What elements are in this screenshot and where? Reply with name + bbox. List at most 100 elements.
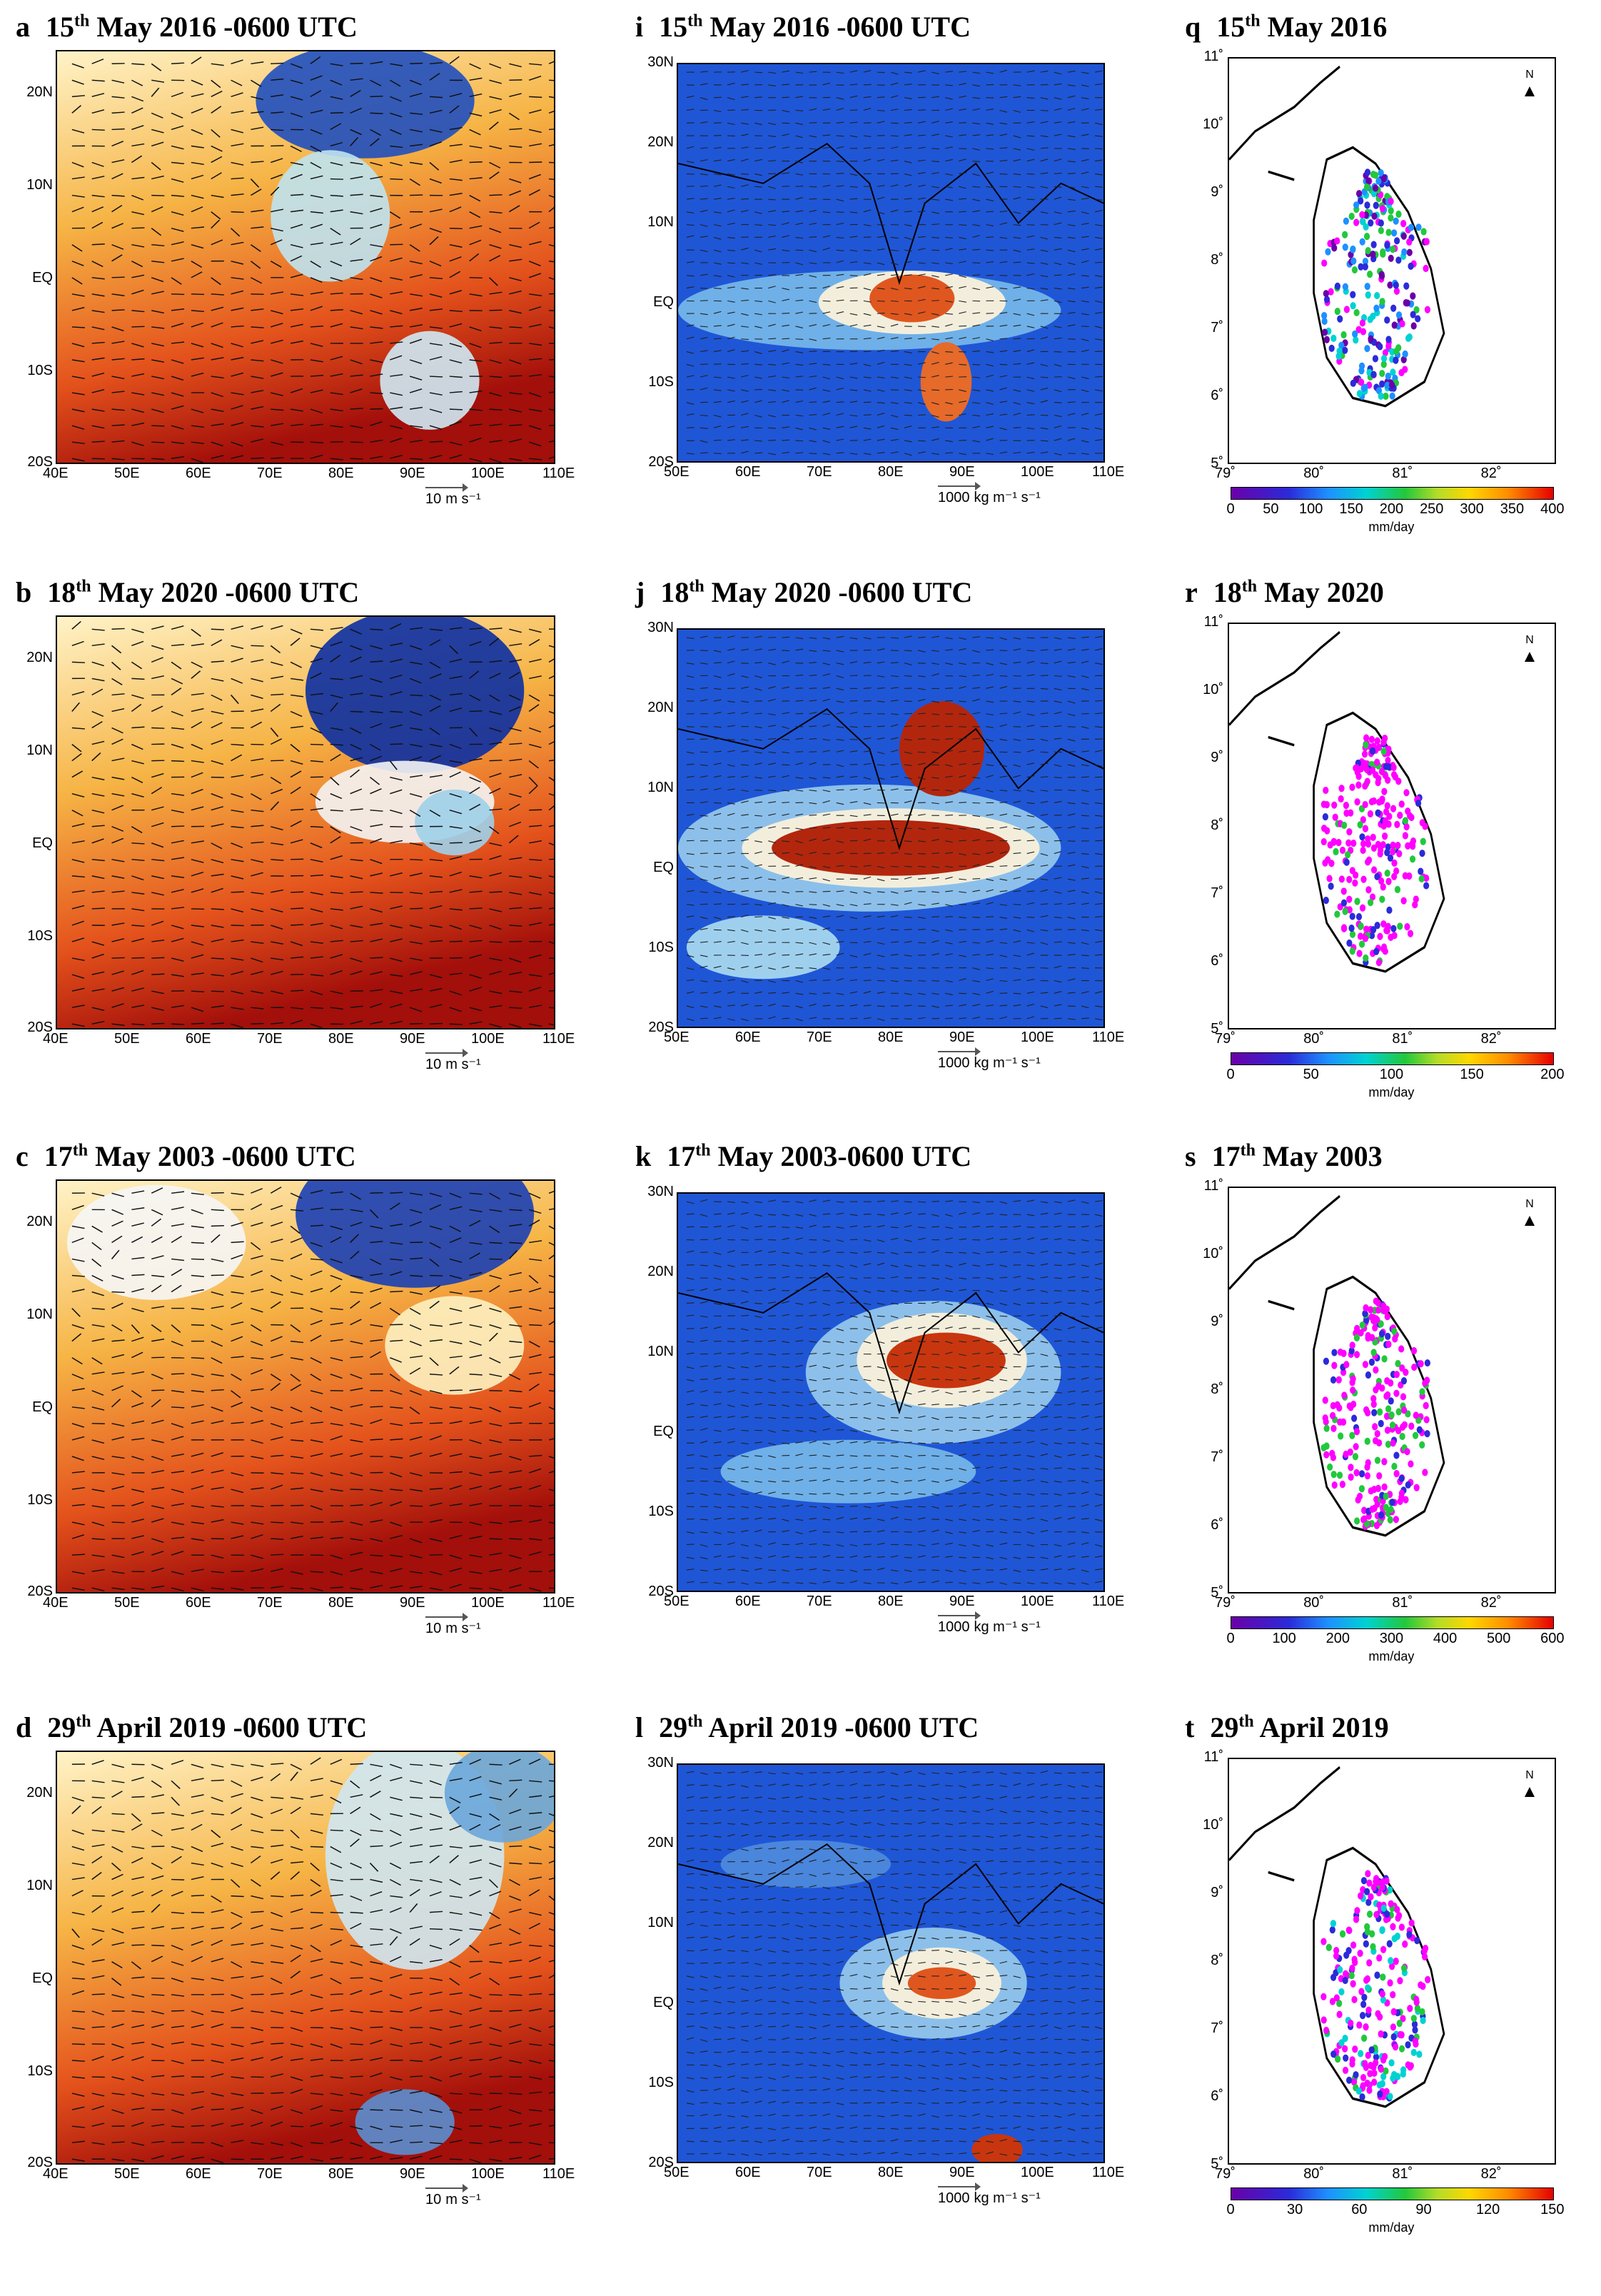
flux-vector [768, 1417, 777, 1419]
wind-vector [548, 1321, 554, 1326]
flux-vector [972, 864, 980, 867]
y-tick-label: 10N [26, 1306, 53, 1322]
flux-vector [782, 1442, 790, 1445]
wind-vector [529, 1519, 542, 1523]
flux-vector [1094, 122, 1103, 126]
rain-gauge-point [1354, 897, 1360, 905]
flux-vector [741, 1352, 749, 1355]
flux-vector [727, 1480, 735, 1483]
wind-vector [449, 193, 463, 196]
flux-vector [849, 788, 858, 791]
rain-gauge-point [1398, 368, 1405, 377]
flux-vector [877, 1366, 885, 1369]
wind-vector [211, 639, 223, 646]
flux-vector [822, 663, 831, 665]
flux-vector [809, 262, 817, 265]
flux-vector [700, 801, 708, 803]
flux-vector [782, 650, 790, 652]
wind-vector [409, 324, 423, 328]
flux-vector [1040, 688, 1049, 690]
flux-vector [931, 992, 939, 995]
flux-vector [686, 1390, 695, 1393]
rain-gauge-point [1375, 840, 1381, 848]
flux-vector [945, 790, 953, 792]
flux-vector [768, 737, 777, 740]
flux-vector [782, 1556, 790, 1558]
flux-vector [768, 375, 777, 378]
flux-vector [741, 450, 749, 454]
wind-vector [171, 178, 184, 183]
flux-vector [1026, 402, 1035, 405]
wind-vector [191, 708, 204, 713]
flux-vector [795, 400, 804, 403]
flux-vector [822, 1506, 831, 1509]
rain-gauge-point [1380, 945, 1387, 953]
flux-vector [945, 1017, 954, 1019]
flux-vector [741, 1264, 749, 1266]
flux-vector [727, 725, 735, 727]
wind-vector [370, 645, 383, 650]
flux-vector [959, 134, 967, 136]
x-tick-label: 100E [471, 465, 505, 481]
rain-gauge-point [1321, 311, 1328, 320]
flux-vector [727, 1212, 735, 1215]
y-tick-label: 20S [27, 1583, 53, 1599]
wind-vector [211, 842, 223, 850]
wind-vector [131, 155, 143, 163]
rain-gauge-point [1352, 330, 1358, 338]
wind-vector [71, 293, 85, 297]
flux-vector [1054, 248, 1062, 251]
wind-vector [350, 1005, 363, 1008]
wind-vector [290, 1420, 303, 1424]
flux-vector [836, 1290, 844, 1293]
wind-vector [449, 1321, 463, 1326]
flux-vector [795, 637, 804, 640]
wind-vector [131, 842, 145, 845]
flux-vector [713, 1017, 722, 1019]
flux-vector [1081, 440, 1089, 443]
flux-vector [1040, 942, 1049, 945]
flux-vector [1026, 749, 1035, 752]
wind-vector [271, 889, 284, 893]
wind-vector [191, 1242, 205, 1244]
flux-vector [999, 451, 1008, 454]
wind-vector [370, 1225, 383, 1229]
wind-vector [251, 970, 263, 975]
wind-vector [71, 1274, 85, 1277]
wind-vector [429, 1285, 441, 1293]
wind-vector [310, 223, 323, 229]
wind-vector [409, 1367, 421, 1375]
x-tick-label: 90E [949, 464, 975, 480]
moisture-flux-map [677, 63, 1105, 463]
flux-vector [877, 878, 885, 882]
flux-vector [931, 121, 939, 124]
wind-vector [111, 1371, 125, 1375]
flux-vector [713, 699, 722, 702]
wind-vector [91, 1338, 105, 1342]
rain-gauge-point [1369, 766, 1376, 774]
scale-value: 10 [425, 1049, 469, 1073]
wind-vector [469, 1536, 483, 1539]
flux-vector [931, 738, 939, 741]
wind-vector [271, 441, 283, 446]
flux-vector [822, 1442, 831, 1445]
flux-vector [686, 146, 695, 149]
flux-vector [809, 802, 817, 805]
rain-gauge-point [1360, 846, 1366, 855]
flux-vector [1067, 802, 1076, 805]
wind-vector [111, 293, 125, 296]
wind-vector [251, 810, 264, 812]
flux-vector [809, 762, 817, 765]
wind-vector [488, 1332, 498, 1342]
wind-vector [409, 1007, 423, 1012]
flux-vector [1013, 790, 1021, 792]
wind-vector [509, 1242, 522, 1244]
flux-vector [754, 224, 763, 226]
flux-vector [904, 890, 912, 892]
flux-vector [877, 980, 885, 982]
flux-vector [727, 812, 735, 816]
wind-vector [231, 1321, 244, 1326]
rain-gauge-point [1370, 833, 1376, 841]
wind-vector [330, 1536, 343, 1539]
flux-vector [904, 992, 912, 995]
